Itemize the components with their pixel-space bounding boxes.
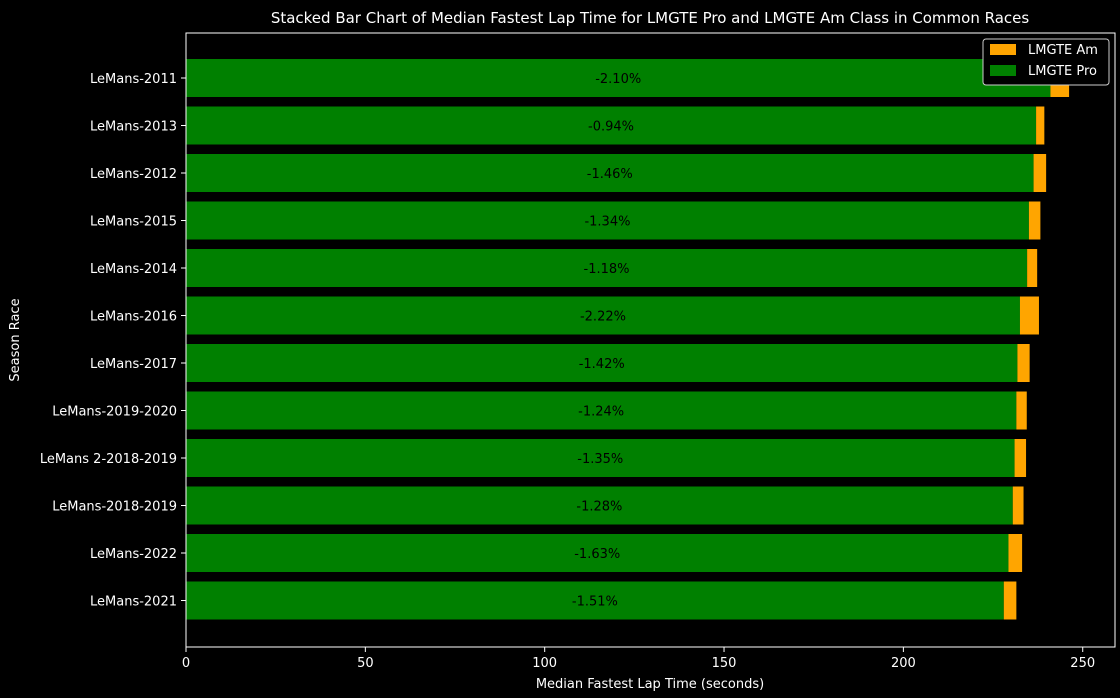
y-tick-label: LeMans 2-2018-2019 xyxy=(40,452,177,467)
bars-layer xyxy=(186,59,1070,620)
bar-annotation: -1.35% xyxy=(577,452,623,467)
y-tick-label: LeMans-2015 xyxy=(90,215,177,230)
x-axis-label: Median Fastest Lap Time (seconds) xyxy=(536,677,764,692)
x-tick-label: 100 xyxy=(532,656,557,671)
legend-label-pro: LMGTE Pro xyxy=(1028,64,1097,79)
y-tick-label: LeMans-2014 xyxy=(90,262,177,277)
bar-lmgte-pro xyxy=(186,154,1034,192)
x-tick-label: 0 xyxy=(182,656,190,671)
bar-lmgte-am xyxy=(1036,106,1045,145)
y-tick-label: LeMans-2018-2019 xyxy=(52,500,177,515)
bar-lmgte-pro xyxy=(186,296,1020,335)
x-tick-label: 250 xyxy=(1070,656,1095,671)
bar-lmgte-pro xyxy=(186,344,1018,382)
bar-lmgte-am xyxy=(1019,296,1039,335)
bar-annotation: -1.42% xyxy=(579,357,625,372)
bar-lmgte-am xyxy=(1008,534,1023,572)
bar-lmgte-pro xyxy=(186,534,1009,572)
y-tick-label: LeMans-2016 xyxy=(90,310,177,325)
bar-annotation: -1.46% xyxy=(587,167,633,182)
bar-annotation: -1.18% xyxy=(584,262,630,277)
bar-annotation: -1.24% xyxy=(578,405,624,420)
bar-lmgte-pro xyxy=(186,439,1015,477)
bar-lmgte-am xyxy=(1012,486,1024,525)
y-tick-label: LeMans-2012 xyxy=(90,167,177,182)
bar-lmgte-pro xyxy=(186,486,1013,525)
y-tick-label: LeMans-2021 xyxy=(90,595,177,610)
legend-swatch-am xyxy=(990,44,1016,55)
bar-annotation: -2.22% xyxy=(580,310,626,325)
x-axis: 0 50 100 150 200 250 xyxy=(182,647,1095,671)
bar-lmgte-am xyxy=(1033,154,1047,192)
plot-frame xyxy=(185,32,1116,648)
x-tick-label: 200 xyxy=(891,656,916,671)
bar-lmgte-am xyxy=(1016,391,1027,430)
bar-lmgte-pro xyxy=(186,249,1028,287)
bar-annotation: -1.51% xyxy=(572,595,618,610)
y-tick-label: LeMans-2019-2020 xyxy=(52,405,177,420)
bar-annotation: -1.28% xyxy=(576,500,622,515)
y-axis-label: Season Race xyxy=(8,298,23,381)
bar-annotation: -1.34% xyxy=(584,215,630,230)
bar-lmgte-am xyxy=(1003,581,1017,620)
y-axis: LeMans-2011 LeMans-2013 LeMans-2012 LeMans-… xyxy=(40,72,186,610)
bar-lmgte-pro xyxy=(186,391,1017,430)
y-tick-label: LeMans-2022 xyxy=(90,547,177,562)
legend: LMGTE Am LMGTE Pro xyxy=(982,38,1110,86)
chart-title: Stacked Bar Chart of Median Fastest Lap … xyxy=(271,9,1030,27)
bar-lmgte-am xyxy=(1028,201,1041,240)
bar-annotation: -0.94% xyxy=(588,120,634,135)
y-tick-label: LeMans-2017 xyxy=(90,357,177,372)
bar-lmgte-am xyxy=(1027,249,1038,287)
bar-lmgte-am xyxy=(1014,439,1027,477)
bar-lmgte-pro xyxy=(186,59,1051,97)
bar-lmgte-pro xyxy=(186,201,1029,240)
legend-label-am: LMGTE Am xyxy=(1028,43,1098,58)
bar-annotation: -1.63% xyxy=(574,547,620,562)
bar-lmgte-am xyxy=(1017,344,1030,382)
legend-swatch-pro xyxy=(990,65,1016,76)
bar-annotation: -2.10% xyxy=(595,72,641,87)
bar-lmgte-pro xyxy=(186,581,1004,620)
y-tick-label: LeMans-2011 xyxy=(90,72,177,87)
x-tick-label: 150 xyxy=(712,656,737,671)
x-tick-label: 50 xyxy=(357,656,374,671)
annotations-layer: -2.10% -0.94% -1.46% -1.34% -1.18% -2.22% -1.4… xyxy=(572,72,641,610)
y-tick-label: LeMans-2013 xyxy=(90,120,177,135)
bar-lmgte-pro xyxy=(186,106,1037,145)
